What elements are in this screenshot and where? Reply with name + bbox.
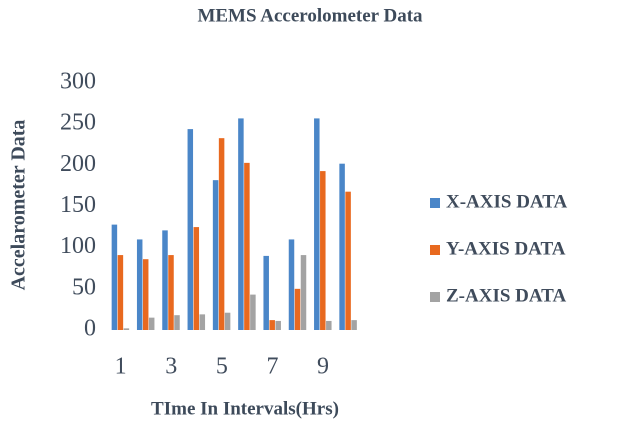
bar xyxy=(168,255,174,330)
y-tick-label: 100 xyxy=(60,233,96,259)
y-tick-label: 250 xyxy=(60,110,96,136)
bar xyxy=(218,138,225,330)
y-axis-label: Accelarometer Data xyxy=(8,120,30,291)
x-axis-label: TIme In Intervals(Hrs) xyxy=(151,398,339,419)
bar xyxy=(288,239,295,330)
bar xyxy=(212,180,219,330)
x-tick-label: 5 xyxy=(216,354,228,380)
bar xyxy=(314,118,320,330)
bar xyxy=(275,320,281,330)
y-tick-label: 50 xyxy=(72,274,96,300)
bar xyxy=(269,320,275,330)
bar xyxy=(136,239,143,330)
bar xyxy=(187,129,194,330)
y-tick-label: 200 xyxy=(60,151,96,177)
bar xyxy=(300,255,307,330)
legend-swatch xyxy=(430,198,440,208)
bar xyxy=(250,294,256,330)
bar xyxy=(174,315,180,330)
legend-label: Z-AXIS DATA xyxy=(446,285,566,306)
bar xyxy=(224,312,231,330)
bar xyxy=(294,288,301,330)
bar xyxy=(345,191,351,330)
legend-swatch xyxy=(430,292,440,302)
bar xyxy=(263,255,269,330)
bar xyxy=(123,328,130,330)
bar xyxy=(326,320,332,330)
bar xyxy=(142,259,149,330)
y-tick-label: 300 xyxy=(60,69,96,95)
y-tick-label: 0 xyxy=(84,316,96,342)
bar xyxy=(244,162,250,330)
legend-swatch xyxy=(430,245,440,255)
legend-label: X-AXIS DATA xyxy=(446,191,567,212)
bar xyxy=(320,171,326,330)
bar xyxy=(111,224,118,330)
bar xyxy=(351,320,357,330)
bar xyxy=(199,314,206,330)
bar xyxy=(339,163,345,330)
bar xyxy=(162,230,168,330)
bar xyxy=(193,227,200,330)
y-tick-label: 150 xyxy=(60,192,96,218)
x-tick-label: 1 xyxy=(115,354,127,380)
x-tick-label: 7 xyxy=(266,354,278,380)
x-tick-label: 3 xyxy=(165,354,177,380)
bar xyxy=(238,118,244,330)
chart-title: MEMS Accerolometer Data xyxy=(197,5,423,26)
bar xyxy=(117,255,124,330)
x-tick-label: 9 xyxy=(317,354,329,380)
legend-label: Y-AXIS DATA xyxy=(446,238,566,259)
bar xyxy=(148,317,155,330)
